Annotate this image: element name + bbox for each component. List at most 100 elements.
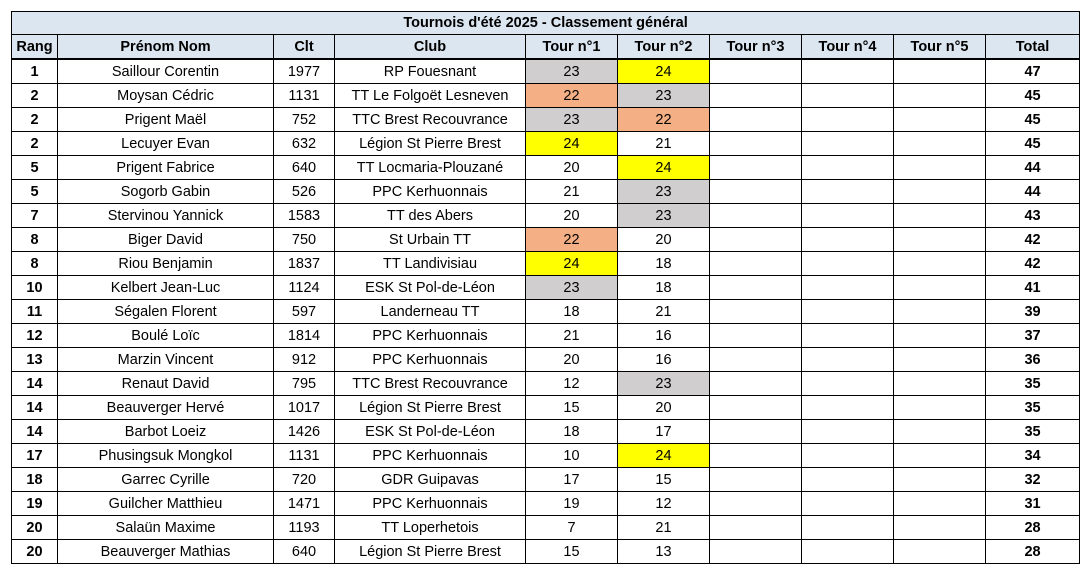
cell-tour-3 (709, 347, 802, 372)
cell-tour-2: 16 (617, 347, 710, 372)
cell-rang: 5 (11, 179, 58, 204)
cell-total: 28 (984, 515, 1081, 540)
cell-tour-2: 24 (617, 443, 710, 468)
table-row: 20 Salaün Maxime 1193 TT Loperhetois 7 21 28 (11, 515, 1081, 540)
cell-tour-2: 13 (617, 539, 710, 564)
cell-tour-5 (893, 275, 986, 300)
cell-rang: 8 (11, 251, 58, 276)
cell-club: TT Loperhetois (334, 515, 526, 540)
table-row: 2 Moysan Cédric 1131 TT Le Folgoët Lesneven… (11, 83, 1081, 108)
table-row: 7 Stervinou Yannick 1583 TT des Abers 20 23 43 (11, 203, 1081, 228)
cell-nom: Stervinou Yannick (57, 203, 274, 228)
cell-nom: Riou Benjamin (57, 251, 274, 276)
cell-club: TT des Abers (334, 203, 526, 228)
ranking-table: Tournois d'été 2025 - Classement général… (10, 11, 1081, 564)
cell-total: 35 (984, 395, 1081, 420)
cell-nom: Marzin Vincent (57, 347, 274, 372)
cell-rang: 7 (11, 203, 58, 228)
cell-club: ESK St Pol-de-Léon (334, 275, 526, 300)
table-row: 19 Guilcher Matthieu 1471 PPC Kerhuonnais 19… (11, 491, 1081, 516)
cell-tour-1: 22 (525, 83, 618, 108)
cell-total: 36 (984, 347, 1081, 372)
header-club: Club (334, 34, 526, 60)
cell-tour-1: 23 (525, 58, 618, 84)
cell-total: 47 (984, 58, 1081, 84)
cell-club: TTC Brest Recouvrance (334, 371, 526, 396)
cell-club: PPC Kerhuonnais (334, 443, 526, 468)
table-row: 8 Biger David 750 St Urbain TT 22 20 42 (11, 227, 1081, 252)
cell-clt: 1426 (273, 419, 335, 444)
cell-clt: 720 (273, 467, 335, 492)
cell-nom: Moysan Cédric (57, 83, 274, 108)
table-row: 1 Saillour Corentin 1977 RP Fouesnant 23 24 47 (11, 58, 1081, 84)
table-title: Tournois d'été 2025 - Classement général (10, 11, 1081, 35)
cell-tour-5 (893, 491, 986, 516)
cell-club: Légion St Pierre Brest (334, 395, 526, 420)
cell-tour-3 (709, 539, 802, 564)
cell-tour-3 (709, 203, 802, 228)
cell-total: 35 (984, 371, 1081, 396)
cell-tour-3 (709, 83, 802, 108)
cell-tour-2: 20 (617, 227, 710, 252)
cell-tour-4 (801, 299, 894, 324)
header-tour-5: Tour n°5 (893, 34, 986, 60)
cell-tour-2: 23 (617, 179, 710, 204)
cell-tour-3 (709, 275, 802, 300)
cell-rang: 13 (11, 347, 58, 372)
cell-tour-4 (801, 275, 894, 300)
cell-tour-2: 22 (617, 107, 710, 132)
cell-tour-3 (709, 227, 802, 252)
cell-tour-5 (893, 203, 986, 228)
cell-nom: Garrec Cyrille (57, 467, 274, 492)
cell-rang: 14 (11, 395, 58, 420)
cell-nom: Ségalen Florent (57, 299, 274, 324)
table-row: 8 Riou Benjamin 1837 TT Landivisiau 24 18 42 (11, 251, 1081, 276)
cell-tour-5 (893, 347, 986, 372)
cell-club: PPC Kerhuonnais (334, 491, 526, 516)
cell-tour-2: 17 (617, 419, 710, 444)
cell-tour-1: 21 (525, 179, 618, 204)
cell-club: RP Fouesnant (334, 58, 526, 84)
header-tour-4: Tour n°4 (801, 34, 894, 60)
cell-tour-4 (801, 155, 894, 180)
cell-rang: 19 (11, 491, 58, 516)
cell-nom: Lecuyer Evan (57, 131, 274, 156)
cell-rang: 2 (11, 107, 58, 132)
cell-tour-1: 18 (525, 419, 618, 444)
cell-tour-1: 17 (525, 467, 618, 492)
cell-tour-2: 15 (617, 467, 710, 492)
header-rang: Rang (11, 34, 58, 60)
cell-total: 35 (984, 419, 1081, 444)
cell-nom: Saillour Corentin (57, 58, 274, 84)
cell-tour-5 (893, 371, 986, 396)
cell-tour-5 (893, 467, 986, 492)
cell-tour-4 (801, 203, 894, 228)
cell-tour-2: 24 (617, 58, 710, 84)
cell-tour-4 (801, 443, 894, 468)
cell-tour-5 (893, 251, 986, 276)
cell-tour-2: 21 (617, 131, 710, 156)
cell-clt: 640 (273, 539, 335, 564)
table-row: 18 Garrec Cyrille 720 GDR Guipavas 17 15 32 (11, 467, 1081, 492)
cell-nom: Boulé Loïc (57, 323, 274, 348)
cell-tour-5 (893, 299, 986, 324)
cell-tour-3 (709, 299, 802, 324)
cell-tour-2: 16 (617, 323, 710, 348)
table-row: 12 Boulé Loïc 1814 PPC Kerhuonnais 21 16 37 (11, 323, 1081, 348)
cell-tour-4 (801, 419, 894, 444)
cell-club: PPC Kerhuonnais (334, 347, 526, 372)
cell-tour-1: 20 (525, 203, 618, 228)
header-tour-2: Tour n°2 (617, 34, 710, 60)
ranking-rows: 1 Saillour Corentin 1977 RP Fouesnant 23 24 47… (11, 58, 1081, 564)
cell-tour-2: 20 (617, 395, 710, 420)
cell-tour-1: 12 (525, 371, 618, 396)
cell-nom: Barbot Loeiz (57, 419, 274, 444)
cell-nom: Salaün Maxime (57, 515, 274, 540)
cell-clt: 1977 (273, 58, 335, 84)
cell-tour-5 (893, 131, 986, 156)
cell-club: PPC Kerhuonnais (334, 179, 526, 204)
cell-tour-3 (709, 443, 802, 468)
cell-tour-4 (801, 515, 894, 540)
cell-clt: 912 (273, 347, 335, 372)
cell-tour-2: 23 (617, 83, 710, 108)
